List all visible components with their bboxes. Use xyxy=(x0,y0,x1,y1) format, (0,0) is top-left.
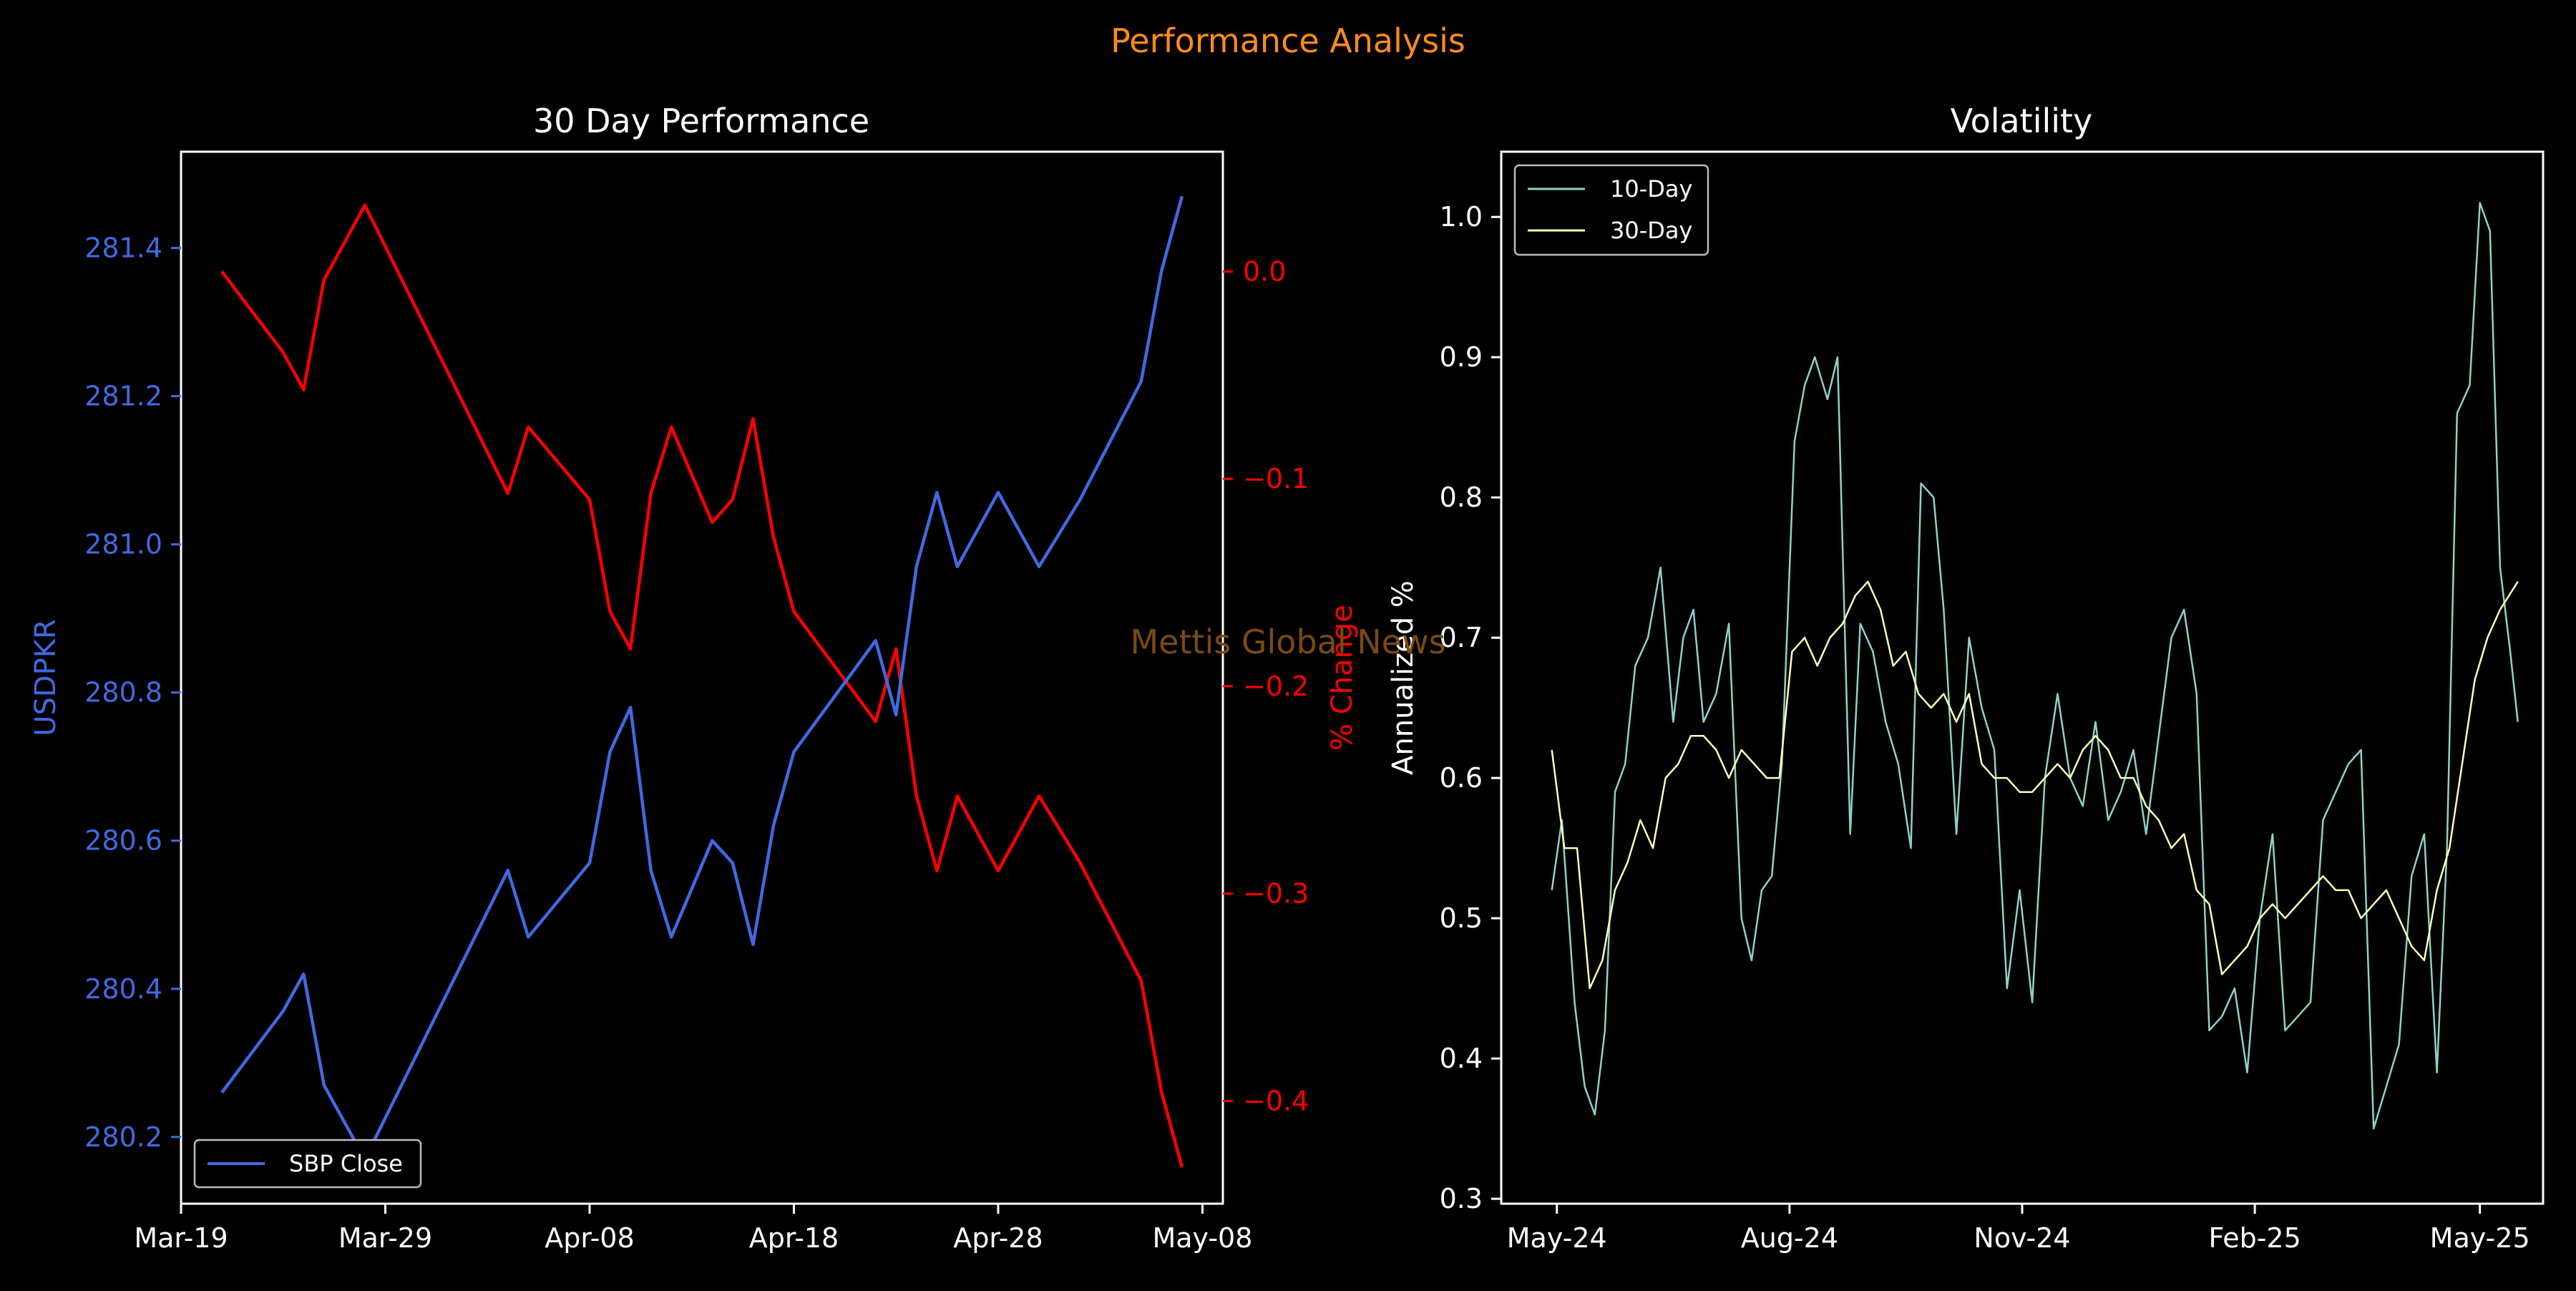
right-y-tick-label: 0.8 xyxy=(1440,482,1483,513)
right-y-tick-label: 0.3 xyxy=(1440,1183,1483,1214)
right-series-layer xyxy=(1551,202,2519,1130)
left-x-tick-label: Apr-28 xyxy=(953,1222,1043,1254)
legend-label-sbp-close: SBP Close xyxy=(289,1150,403,1177)
left-y-tick-label: 280.2 xyxy=(84,1121,162,1153)
right-x-tick-label: Aug-24 xyxy=(1741,1222,1838,1254)
right-y-tick-label: 0.4 xyxy=(1440,1043,1483,1074)
left-y2-tick-label: −0.4 xyxy=(1243,1085,1309,1116)
right-x-tick-label: May-25 xyxy=(2430,1222,2530,1254)
left-y-tick-label: 280.6 xyxy=(84,825,162,857)
series-line-pct-change xyxy=(220,203,1184,1168)
watermark: Mettis Global News xyxy=(1130,623,1445,661)
right-x-tick-label: Nov-24 xyxy=(1974,1222,2070,1254)
series-line-10-day xyxy=(1551,202,2519,1130)
left-plot-frame xyxy=(180,150,1224,1205)
left-y-tick-label: 281.4 xyxy=(84,233,162,264)
right-chart-volatility: Volatility May-24 Aug-24 Nov-24 Feb-25 May-2… xyxy=(1387,102,2545,1254)
left-y2-tick-label: −0.2 xyxy=(1243,671,1309,702)
series-line-30-day xyxy=(1551,580,2519,990)
right-y-tick-label: 0.5 xyxy=(1440,902,1483,934)
left-x-tick-label: Mar-19 xyxy=(134,1222,228,1254)
left-y-tick-label: 281.0 xyxy=(84,529,162,560)
left-y2-tick-label: 0.0 xyxy=(1243,255,1286,287)
right-chart-title: Volatility xyxy=(1951,102,2093,140)
left-chart-title: 30 Day Performance xyxy=(533,102,869,140)
left-y-tick-label: 280.4 xyxy=(84,973,162,1005)
left-x-tick-label: Mar-29 xyxy=(338,1222,432,1254)
right-y-tick-label: 1.0 xyxy=(1440,201,1483,233)
left-legend: SBP Close xyxy=(193,1139,422,1189)
left-x-tick-label: Apr-08 xyxy=(545,1222,634,1254)
right-axes: May-24 Aug-24 Nov-24 Feb-25 May-25 0.3 0.4 0.5 0… xyxy=(1440,201,2530,1254)
left-y2-axis-label: % Change xyxy=(1326,605,1359,751)
left-x-tick-label: Apr-18 xyxy=(749,1222,839,1254)
right-legend-box xyxy=(1513,164,1709,256)
legend-label-30-day: 30-Day xyxy=(1610,217,1692,244)
left-axes: Mar-19 Mar-29 Apr-08 Apr-18 Apr-28 May-08 280.… xyxy=(84,233,1309,1254)
left-y2-tick-label: −0.3 xyxy=(1243,878,1309,910)
left-y-tick-label: 280.8 xyxy=(84,677,162,708)
left-chart-30-day-performance: 30 Day Performance Mar-19 Mar-29 Apr-08 Apr… xyxy=(29,102,1359,1254)
left-legend-box xyxy=(193,1139,422,1189)
figure-title: Performance Analysis xyxy=(1111,21,1465,60)
right-y-tick-label: 0.6 xyxy=(1440,762,1483,794)
right-y-tick-label: 0.9 xyxy=(1440,341,1483,373)
right-legend: 10-Day 30-Day xyxy=(1513,164,1709,256)
legend-label-10-day: 10-Day xyxy=(1610,175,1692,203)
right-x-tick-label: May-24 xyxy=(1507,1222,1607,1254)
left-y-tick-label: 281.2 xyxy=(84,381,162,412)
left-x-tick-label: May-08 xyxy=(1152,1222,1252,1254)
left-y-axis-label: USDPKR xyxy=(29,619,62,736)
right-y-axis-label: Annualized % xyxy=(1387,580,1420,775)
right-x-tick-label: Feb-25 xyxy=(2208,1222,2301,1254)
left-y2-tick-label: −0.1 xyxy=(1243,463,1309,495)
right-y-tick-label: 0.7 xyxy=(1440,622,1483,653)
